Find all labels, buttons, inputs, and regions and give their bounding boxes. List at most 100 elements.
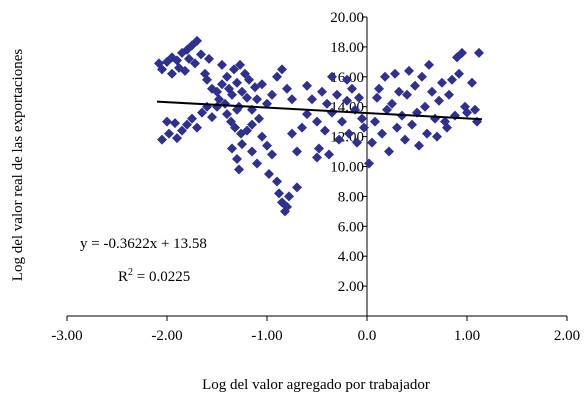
r2-value: = 0.0225 (133, 269, 190, 285)
point (384, 146, 394, 157)
point (410, 80, 420, 91)
point (274, 188, 284, 199)
point (229, 64, 239, 75)
point (437, 77, 447, 88)
trendline (156, 100, 483, 121)
point (172, 133, 182, 144)
point (204, 53, 214, 64)
point (244, 74, 254, 85)
y-tick-label: 4.00 (338, 249, 364, 265)
point (230, 122, 240, 133)
point (242, 92, 252, 103)
point (267, 89, 277, 100)
x-tick-label: 0.0 (358, 328, 377, 344)
y-tick-label: 8.00 (338, 189, 364, 205)
y-tick-label: 18.00 (330, 40, 364, 56)
point (237, 139, 247, 150)
point (192, 35, 202, 46)
point (390, 68, 400, 79)
point (332, 89, 342, 100)
point (267, 149, 277, 160)
y-axis-title: Log del valor real de las exportaciones (10, 49, 26, 282)
y-tick-label: 10.00 (330, 160, 364, 176)
point (434, 95, 444, 106)
point (359, 122, 369, 133)
point (337, 116, 347, 127)
point (322, 98, 332, 109)
point (214, 94, 224, 105)
point (227, 89, 237, 100)
point (235, 59, 245, 70)
point (227, 143, 237, 154)
point (252, 94, 262, 105)
point (454, 68, 464, 79)
point (222, 71, 232, 82)
point (382, 104, 392, 115)
point (207, 83, 217, 94)
point (284, 191, 294, 202)
point (380, 71, 390, 82)
equation: y = -0.3622x + 13.58 (80, 236, 207, 252)
point (400, 134, 410, 145)
point (232, 104, 242, 115)
point (387, 98, 397, 109)
point (232, 77, 242, 88)
x-axis-title: Log del valor agregado por trabajador (202, 377, 430, 393)
point (317, 86, 327, 97)
point (430, 113, 440, 124)
y-tick-label: 20.00 (330, 10, 364, 26)
x-tick-label: 1.00 (454, 328, 480, 344)
point (372, 92, 382, 103)
point (344, 128, 354, 139)
point (177, 125, 187, 136)
point (272, 176, 282, 187)
point (254, 113, 264, 124)
point (370, 116, 380, 127)
point (262, 140, 272, 151)
x-tick-label: -3.00 (51, 328, 82, 344)
point (262, 98, 272, 109)
point (184, 53, 194, 64)
point (467, 77, 477, 88)
point (196, 49, 206, 60)
point (222, 109, 232, 120)
x-tick-label: 2.00 (554, 328, 580, 344)
y-tick-label: 6.00 (338, 219, 364, 235)
point (292, 146, 302, 157)
r2-symbol: R (118, 269, 128, 285)
point (314, 143, 324, 154)
point (212, 101, 222, 112)
point (347, 83, 357, 94)
point (392, 122, 402, 133)
point (327, 71, 337, 82)
point (432, 131, 442, 142)
point (407, 119, 417, 130)
point (192, 122, 202, 133)
point (292, 182, 302, 193)
point (312, 152, 322, 163)
point (272, 71, 282, 82)
point (302, 80, 312, 91)
point (320, 125, 330, 136)
point (374, 83, 384, 94)
point (404, 65, 414, 76)
point (424, 59, 434, 70)
point (377, 128, 387, 139)
point (264, 168, 274, 179)
point (282, 201, 292, 212)
point (427, 86, 437, 97)
point (462, 107, 472, 118)
point (232, 154, 242, 165)
point (157, 134, 167, 145)
point (197, 107, 207, 118)
point (352, 137, 362, 148)
point (302, 109, 312, 120)
x-tick-label: -2.00 (151, 328, 182, 344)
point (474, 47, 484, 58)
point (164, 128, 174, 139)
point (182, 119, 192, 130)
point (470, 104, 480, 115)
point (282, 83, 292, 94)
point (207, 112, 217, 123)
point (312, 116, 322, 127)
